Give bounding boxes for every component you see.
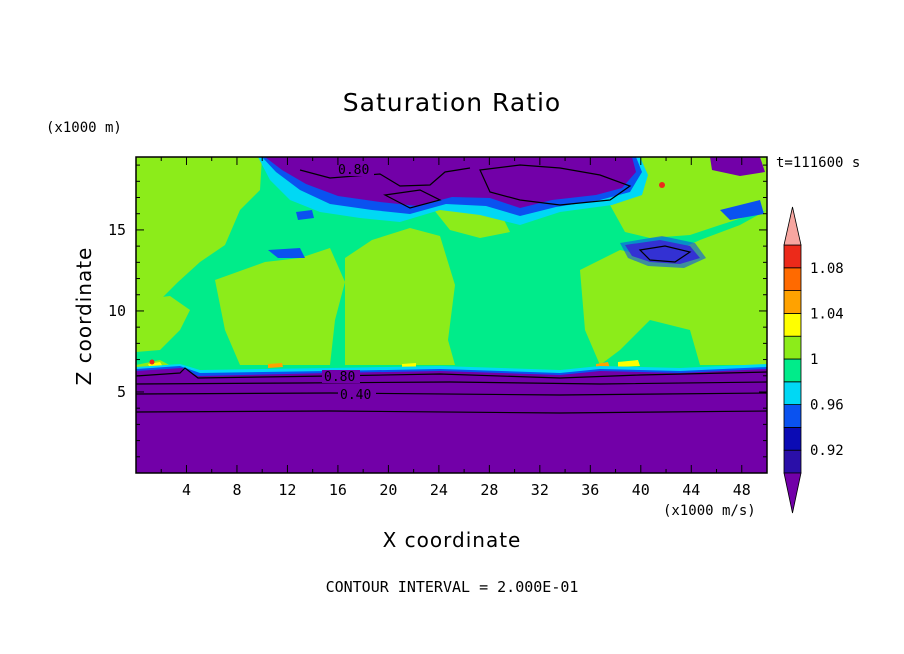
region-yellow-4 [618, 360, 640, 367]
heatmap-field [136, 157, 767, 473]
y-tick-label: 15 [108, 221, 126, 239]
region-lime-1 [136, 296, 190, 352]
contour-blob [638, 245, 692, 263]
colorbar-bin [783, 244, 802, 269]
x-tick-label: 48 [733, 481, 751, 499]
chart-title: Saturation Ratio [342, 88, 562, 117]
x-axis-label: X coordinate [382, 528, 522, 552]
region-blue-blob [620, 236, 706, 268]
contour-upper-2 [479, 164, 632, 206]
time-label: t=111600 s [776, 155, 861, 171]
y-tick-label: 5 [117, 383, 126, 401]
region-red-spot [659, 182, 665, 188]
colorbar-bin [783, 426, 802, 451]
x-tick-label: 28 [480, 481, 498, 499]
y-tick-label: 10 [108, 302, 126, 320]
colorbar-label: 0.96 [810, 398, 844, 414]
colorbar-label: 1 [810, 352, 818, 368]
contour-upper-3 [383, 189, 442, 209]
contour-upper-1 [299, 167, 471, 187]
colorbar-label: 0.92 [810, 443, 844, 459]
x-tick-label: 4 [182, 481, 191, 499]
x-tick-label: 32 [531, 481, 549, 499]
colorbar-bin [783, 335, 802, 360]
colorbar-extend-top [783, 206, 802, 246]
y-axis-label: Z coordinate [72, 246, 96, 386]
contour-line-0-40 [136, 392, 767, 396]
x-axis: 4 8 12 16 20 24 28 32 36 40 44 48 [135, 157, 768, 499]
colorbar-bin [783, 381, 802, 405]
x-axis-unit: (x1000 m/s) [663, 503, 756, 519]
colorbar-label: 1.04 [810, 306, 844, 322]
region-blue-right [720, 200, 764, 220]
x-tick-label: 20 [379, 481, 397, 499]
region-blue-small [268, 248, 305, 258]
region-blue-small-2 [296, 210, 314, 220]
colorbar-bin [783, 312, 802, 337]
colorbar: 0.92 0.96 1 1.04 1.08 [783, 206, 844, 514]
x-tick-label: 24 [430, 481, 448, 499]
contour-interval-note: CONTOUR INTERVAL = 2.000E-01 [325, 578, 579, 596]
colorbar-extend-bottom [783, 472, 802, 514]
colorbar-bin [783, 404, 802, 428]
region-purple-top-right [710, 157, 765, 176]
x-tick-label: 40 [632, 481, 650, 499]
contour-lines: 0.80 0.40 0.80 [136, 163, 767, 414]
region-lime-5 [580, 210, 767, 365]
region-lime-0 [136, 157, 262, 305]
region-red-spot-2 [149, 359, 155, 365]
plot-frame [135, 156, 768, 474]
region-yellow-1 [268, 363, 283, 368]
region-lime-2 [215, 248, 345, 365]
contour-label-0-80-upper: 0.80 [338, 163, 369, 178]
colorbar-bin [783, 267, 802, 291]
region-lime-3 [345, 228, 455, 365]
contour-line-0-20 [136, 410, 767, 414]
x-tick-label: 36 [581, 481, 599, 499]
x-tick-label: 12 [278, 481, 296, 499]
colorbar-bin [783, 449, 802, 474]
colorbar-bin [783, 358, 802, 383]
contour-label-0-40: 0.40 [340, 388, 371, 403]
contour-label-0-80: 0.80 [324, 370, 355, 385]
x-tick-label: 16 [329, 481, 347, 499]
y-axis-unit: (x1000 m) [46, 120, 122, 136]
contour-line-0-70 [136, 381, 767, 385]
colorbar-bin [783, 290, 802, 314]
x-tick-label: 44 [682, 481, 700, 499]
x-tick-label: 8 [232, 481, 241, 499]
y-axis: 5 10 15 [108, 164, 767, 458]
colorbar-label: 1.08 [810, 261, 844, 277]
